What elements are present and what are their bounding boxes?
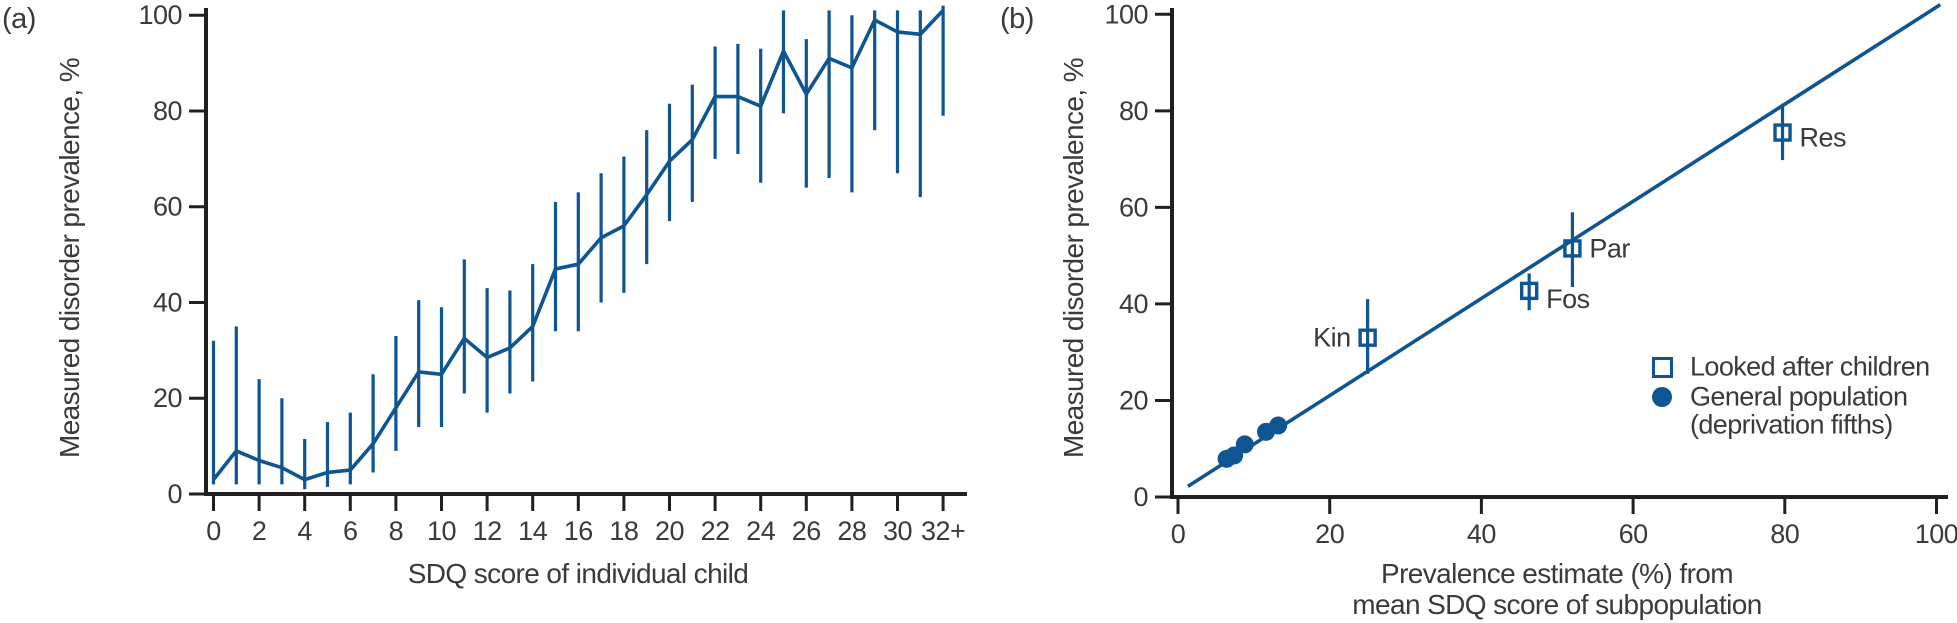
point-label: Kin bbox=[1313, 323, 1351, 353]
y-tick-label: 60 bbox=[153, 192, 182, 222]
open-square-marker bbox=[1563, 239, 1582, 258]
x-tick-label: 30 bbox=[883, 516, 912, 546]
panel-b-x-axis-title-line2: mean SDQ score of subpopulation bbox=[1352, 589, 1762, 620]
panel-b-chart: 0 20 40 60 80 100 0 20 40 60 80 100 Kin Fos Par Res bbox=[1104, 0, 1957, 549]
x-tick-label: 28 bbox=[837, 516, 866, 546]
open-square-marker bbox=[1773, 123, 1792, 142]
filled-circle-legend-icon bbox=[1652, 387, 1672, 407]
y-tick-label: 40 bbox=[153, 287, 182, 317]
x-tick-label: 12 bbox=[473, 516, 502, 546]
open-square-marker bbox=[1358, 328, 1377, 347]
panel-a-x-axis-title: SDQ score of individual child bbox=[407, 558, 749, 589]
panel-b-x-axis-title-line1: Prevalence estimate (%) from bbox=[1381, 558, 1734, 589]
y-tick-label: 100 bbox=[138, 0, 182, 30]
x-tick-label: 4 bbox=[297, 516, 312, 546]
x-tick-label: 14 bbox=[518, 516, 548, 546]
point-label: Par bbox=[1589, 233, 1630, 263]
x-tick-label: 8 bbox=[389, 516, 404, 546]
open-square-marker bbox=[1519, 281, 1539, 301]
y-tick-label: 80 bbox=[153, 96, 182, 126]
y-tick-label: 40 bbox=[1119, 289, 1148, 319]
x-tick-label: 20 bbox=[1315, 519, 1344, 549]
x-tick-label: 100 bbox=[1915, 519, 1957, 549]
y-tick-label: 0 bbox=[1133, 482, 1148, 512]
x-tick-label: 18 bbox=[609, 516, 638, 546]
legend-item-general-population: General population bbox=[1690, 381, 1908, 412]
y-tick-label: 60 bbox=[1119, 192, 1148, 222]
y-tick-label: 20 bbox=[1119, 385, 1148, 415]
panel-b-x-axis-title: Prevalence estimate (%) from mean SDQ sc… bbox=[1352, 558, 1762, 620]
panel-b-letter: (b) bbox=[1000, 3, 1034, 35]
point-label: Res bbox=[1800, 123, 1847, 153]
x-tick-label: 10 bbox=[427, 516, 456, 546]
x-tick-label: 16 bbox=[564, 516, 593, 546]
x-tick-label: 0 bbox=[206, 516, 221, 546]
y-tick-label: 100 bbox=[1104, 0, 1148, 29]
y-tick-label: 20 bbox=[153, 383, 182, 413]
point-label: Fos bbox=[1546, 284, 1590, 314]
x-tick-label: 60 bbox=[1619, 519, 1648, 549]
panel-b-y-axis-title: Measured disorder prevalence, % bbox=[1058, 57, 1089, 459]
panel-a-letter: (a) bbox=[2, 3, 36, 35]
y-tick-label: 0 bbox=[167, 479, 182, 509]
x-tick-label: 40 bbox=[1467, 519, 1496, 549]
prevalence-line bbox=[212, 9, 945, 482]
x-tick-label: 0 bbox=[1171, 519, 1186, 549]
filled-circle-marker bbox=[1225, 446, 1244, 465]
x-tick-label: 32+ bbox=[921, 516, 965, 546]
x-tick-label: 6 bbox=[343, 516, 358, 546]
x-tick-label: 20 bbox=[655, 516, 684, 546]
legend-item-looked-after-children: Looked after children bbox=[1690, 351, 1930, 382]
open-square-legend-icon bbox=[1651, 356, 1673, 378]
x-tick-label: 2 bbox=[252, 516, 267, 546]
x-tick-label: 24 bbox=[746, 516, 776, 546]
x-tick-label: 80 bbox=[1770, 519, 1799, 549]
y-tick-label: 80 bbox=[1119, 96, 1148, 126]
legend-item-general-population-line2: (deprivation fifths) bbox=[1690, 409, 1893, 440]
x-tick-label: 22 bbox=[701, 516, 730, 546]
filled-circle-marker bbox=[1269, 416, 1288, 435]
x-tick-label: 26 bbox=[792, 516, 821, 546]
panel-a-y-axis-title: Measured disorder prevalence, % bbox=[54, 57, 85, 459]
filled-circle-marker bbox=[1235, 435, 1254, 454]
